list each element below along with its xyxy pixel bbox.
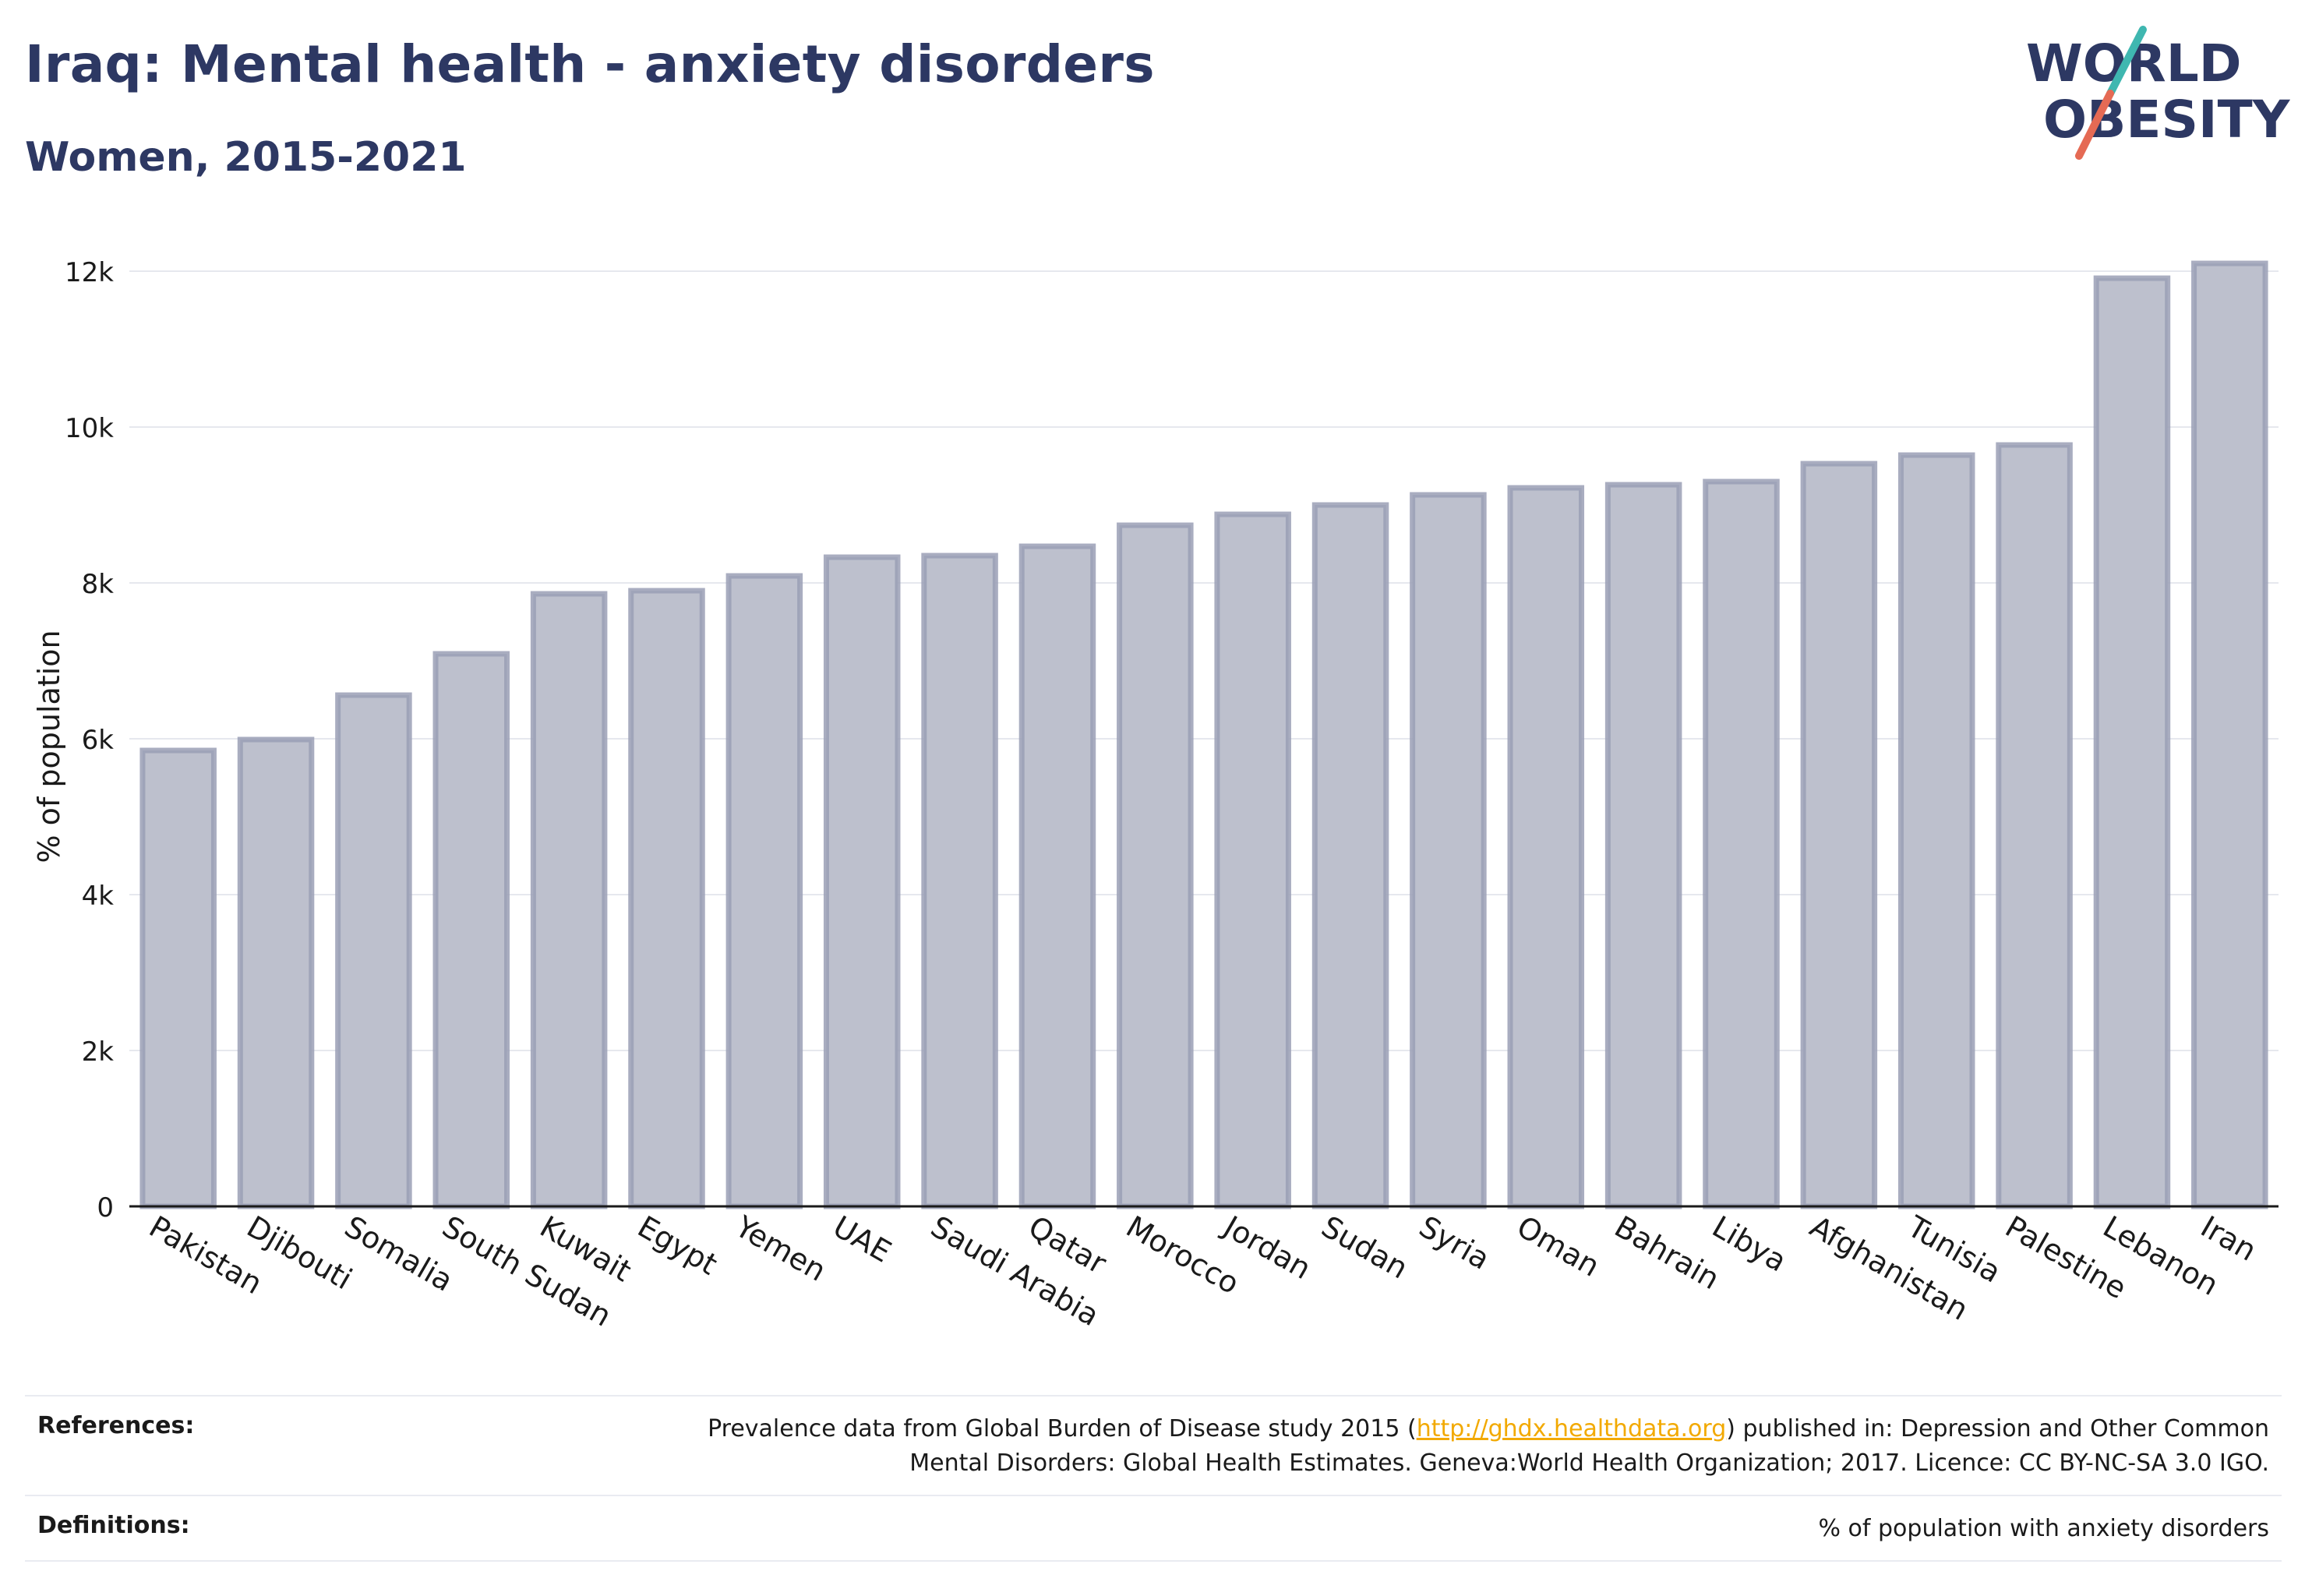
bar bbox=[1996, 442, 2073, 1209]
logo-slash-coral bbox=[2075, 90, 2114, 160]
footer-references: References: Prevalence data from Global … bbox=[25, 1395, 2282, 1562]
x-tick-label: Yemen bbox=[729, 1209, 831, 1288]
references-text-after: ) published in: Depression and Other Com… bbox=[1726, 1415, 2269, 1442]
bar bbox=[139, 747, 217, 1209]
x-tick-label: Syria bbox=[1414, 1209, 1495, 1276]
bar bbox=[2093, 275, 2171, 1209]
y-tick-label: 10k bbox=[65, 413, 114, 444]
references-link[interactable]: http://ghdx.healthdata.org bbox=[1416, 1415, 1727, 1442]
definitions-row: Definitions: % of population with anxiet… bbox=[25, 1495, 2282, 1562]
bar bbox=[530, 591, 608, 1209]
y-tick-label: 8k bbox=[82, 569, 115, 600]
bar bbox=[1703, 478, 1780, 1209]
bar bbox=[1507, 485, 1585, 1209]
bar bbox=[1214, 511, 1291, 1209]
bar bbox=[725, 573, 803, 1209]
bars bbox=[139, 260, 2268, 1209]
y-tick-label: 0 bbox=[97, 1192, 114, 1223]
bar bbox=[1018, 543, 1096, 1209]
bar bbox=[335, 692, 412, 1209]
bar bbox=[1311, 502, 1389, 1209]
x-tick-label: Sudan bbox=[1316, 1209, 1414, 1286]
references-text-before: Prevalence data from Global Burden of Di… bbox=[708, 1415, 1417, 1442]
x-tick-label: South Sudan bbox=[436, 1209, 617, 1333]
y-tick-label: 6k bbox=[82, 725, 115, 756]
definitions-label: Definitions: bbox=[37, 1512, 190, 1539]
page-subtitle: Women, 2015-2021 bbox=[25, 134, 467, 181]
world-obesity-logo: WORLD OBESITY bbox=[2026, 26, 2291, 160]
bar-chart: 02k4k6k8k10k12kPakistanDjiboutiSomaliaSo… bbox=[32, 257, 2279, 1333]
definitions-text: % of population with anxiety disorders bbox=[1818, 1515, 2269, 1542]
references-label: References: bbox=[37, 1412, 195, 1439]
y-axis-label: % of population bbox=[32, 630, 66, 863]
page-title: Iraq: Mental health - anxiety disorders bbox=[25, 34, 1155, 94]
x-tick-label: Iran bbox=[2195, 1209, 2262, 1268]
x-tick-label: Bahrain bbox=[1609, 1209, 1725, 1297]
bar bbox=[237, 736, 315, 1209]
bar bbox=[2191, 260, 2268, 1209]
bar bbox=[628, 588, 705, 1209]
y-tick-label: 12k bbox=[65, 257, 114, 288]
bar bbox=[921, 553, 998, 1209]
bar bbox=[1800, 461, 1878, 1209]
bar bbox=[823, 554, 901, 1209]
references-text-line2: Mental Disorders: Global Health Estimate… bbox=[909, 1449, 2269, 1477]
logo-slash-teal bbox=[2106, 26, 2147, 97]
references-row: References: Prevalence data from Global … bbox=[25, 1395, 2282, 1495]
x-tick-label: Somalia bbox=[339, 1209, 459, 1298]
bar bbox=[1604, 482, 1682, 1209]
x-tick-label: UAE bbox=[828, 1209, 897, 1269]
y-tick-label: 4k bbox=[82, 881, 115, 912]
y-tick-label: 2k bbox=[82, 1036, 115, 1068]
bar bbox=[1897, 452, 1975, 1209]
x-tick-label: Pakistan bbox=[143, 1209, 268, 1301]
bar bbox=[1117, 522, 1194, 1209]
bar bbox=[432, 651, 510, 1209]
bar bbox=[1410, 492, 1487, 1209]
x-tick-label: Egypt bbox=[632, 1209, 723, 1282]
x-tick-label: Saudi Arabia bbox=[925, 1209, 1105, 1333]
x-tick-label: Oman bbox=[1511, 1209, 1605, 1284]
references-text: Prevalence data from Global Burden of Di… bbox=[708, 1412, 2269, 1481]
x-tick-label: Morocco bbox=[1121, 1209, 1245, 1301]
